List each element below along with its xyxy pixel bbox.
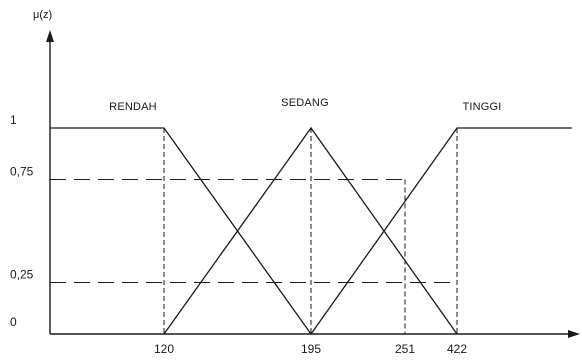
series-line-sedang	[163, 126, 458, 335]
x-tick-label: 195	[301, 342, 321, 356]
y-axis-arrow-icon	[46, 30, 54, 42]
series-label-sedang: SEDANG	[281, 97, 329, 109]
y-axis-title: μ(z)	[33, 9, 52, 21]
series-label-rendah: RENDAH	[109, 101, 157, 113]
y-tick-label: 0	[10, 315, 17, 329]
y-tick-label: 0,25	[10, 268, 34, 282]
axes	[46, 30, 580, 338]
chart-labels: μ(z) RENDAH SEDANG TINGGI 120 195 251 422 0 0,25…	[10, 9, 501, 356]
x-tick-label: 251	[395, 342, 415, 356]
series-label-tinggi: TINGGI	[462, 101, 501, 113]
x-tick-label: 120	[154, 342, 174, 356]
series-line-tinggi	[310, 127, 572, 335]
x-tick-label: 422	[447, 342, 467, 356]
x-axis-arrow-icon	[568, 330, 580, 338]
guide-lines	[50, 128, 458, 334]
membership-curves	[50, 126, 572, 335]
series-line-rendah	[50, 127, 312, 335]
y-tick-label: 1	[10, 113, 17, 127]
y-tick-label: 0,75	[10, 165, 34, 179]
